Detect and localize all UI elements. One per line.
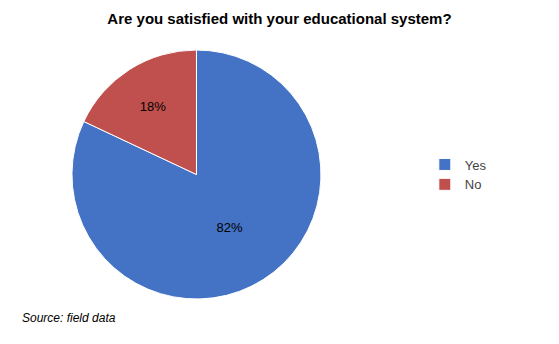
svg-text:Source: field data: Source: field data (22, 311, 116, 325)
svg-text:82%: 82% (217, 220, 243, 235)
svg-text:Yes: Yes (465, 158, 487, 173)
svg-text:Are you satisfied with your ed: Are you satisfied with your educational … (107, 10, 451, 27)
svg-text:18%: 18% (140, 99, 166, 114)
svg-text:No: No (465, 177, 482, 192)
